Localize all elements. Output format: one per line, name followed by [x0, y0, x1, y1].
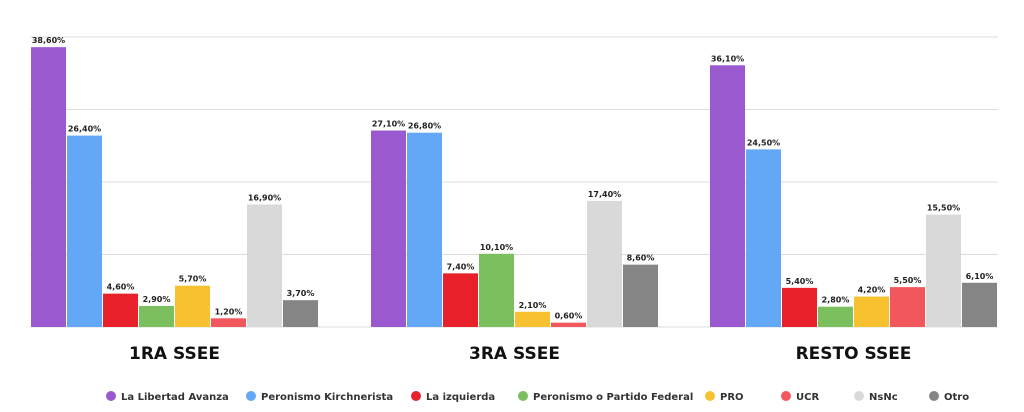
data-label-2-3: 7,40%: [447, 262, 475, 271]
legend-label-8: Otro: [944, 392, 969, 403]
legend-label-7: NsNc: [869, 392, 898, 403]
legend-label-2: Peronismo Kirchnerista: [261, 392, 393, 403]
bar-3-6: [890, 287, 925, 327]
category-labels: 1RA SSEE 3RA SSEE RESTO SSEE: [129, 344, 911, 364]
data-label-2-4: 10,10%: [480, 243, 513, 252]
bar-3-3: [782, 287, 817, 327]
data-label-3-8: 6,10%: [966, 272, 994, 281]
legend-swatch-7: [854, 391, 864, 401]
data-label-3-6: 5,50%: [894, 276, 922, 285]
data-label-3-4: 2,80%: [822, 296, 850, 305]
bar-2-3: [443, 273, 478, 327]
legend-swatch-2: [246, 391, 256, 401]
bar-1-3: [103, 293, 138, 327]
category-label-3: RESTO SSEE: [796, 344, 912, 364]
legend-swatch-3: [411, 391, 421, 401]
bar-1-5: [175, 285, 210, 327]
data-label-1-5: 5,70%: [179, 275, 207, 284]
legend-label-5: PRO: [720, 392, 744, 403]
legend-label-6: UCR: [796, 392, 819, 403]
bar-2-8: [623, 264, 658, 327]
legend-swatch-8: [929, 391, 939, 401]
data-label-1-4: 2,90%: [143, 295, 171, 304]
data-label-3-2: 24,50%: [747, 138, 780, 147]
bar-2-4: [479, 253, 514, 327]
data-label-3-3: 5,40%: [786, 277, 814, 286]
data-label-2-5: 2,10%: [519, 301, 547, 310]
bar-1-4: [139, 305, 174, 327]
bar-2-7: [587, 200, 622, 327]
data-label-2-1: 27,10%: [372, 120, 405, 129]
bar-3-1: [710, 65, 745, 328]
legend-swatch-6: [781, 391, 791, 401]
category-label-1: 1RA SSEE: [129, 344, 220, 364]
bar-3-8: [962, 282, 997, 327]
bar-2-5: [515, 311, 550, 327]
bar-3-5: [854, 296, 889, 327]
legend-swatch-1: [106, 391, 116, 401]
bar-1-8: [283, 300, 318, 327]
data-label-1-8: 3,70%: [287, 289, 315, 298]
data-label-1-7: 16,90%: [248, 193, 281, 202]
data-label-2-8: 8,60%: [627, 254, 655, 263]
data-label-3-1: 36,10%: [711, 54, 744, 63]
legend-swatch-5: [705, 391, 715, 401]
bar-2-1: [371, 130, 406, 327]
data-label-2-6: 0,60%: [555, 312, 583, 321]
legend-label-1: La Libertad Avanza: [121, 392, 229, 403]
category-label-2: 3RA SSEE: [469, 344, 560, 364]
legend: La Libertad Avanza Peronismo Kirchnerista…: [106, 391, 969, 403]
bar-2-6: [551, 322, 586, 327]
data-label-1-3: 4,60%: [107, 283, 135, 292]
data-label-2-2: 26,80%: [408, 122, 441, 131]
bar-1-1: [31, 47, 66, 328]
bar-2-2: [407, 132, 442, 327]
bar-1-7: [247, 204, 282, 327]
legend-swatch-4: [518, 391, 528, 401]
bar-3-2: [746, 149, 781, 327]
legend-label-3: La izquierda: [426, 392, 495, 403]
data-label-1-6: 1,20%: [215, 307, 243, 316]
data-labels: 38,60% 26,40% 4,60% 2,90% 5,70% 1,20% 16,90% 3,…: [32, 36, 994, 321]
bar-1-6: [211, 318, 246, 327]
data-label-1-1: 38,60%: [32, 36, 65, 45]
legend-label-4: Peronismo o Partido Federal: [533, 392, 693, 403]
data-label-2-7: 17,40%: [588, 190, 621, 199]
data-label-1-2: 26,40%: [68, 125, 101, 134]
data-label-3-5: 4,20%: [858, 286, 886, 295]
bar-3-4: [818, 306, 853, 327]
bar-1-2: [67, 135, 102, 327]
data-label-3-7: 15,50%: [927, 204, 960, 213]
bars: [31, 47, 997, 328]
bar-3-7: [926, 214, 961, 327]
